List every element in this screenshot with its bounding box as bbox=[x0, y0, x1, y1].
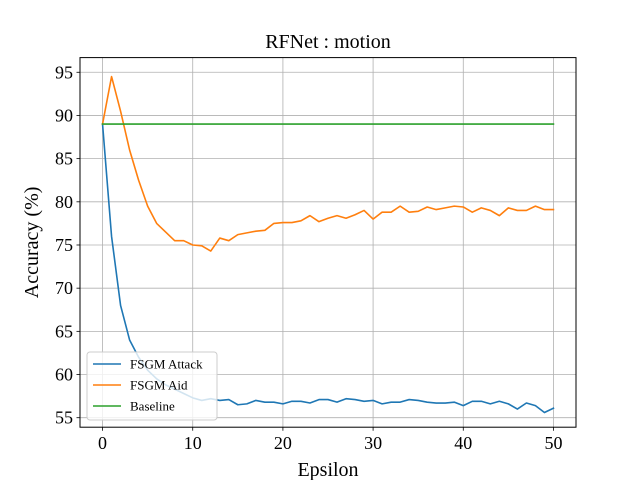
y-tick-label: 55 bbox=[55, 408, 73, 428]
x-tick-label: 0 bbox=[98, 433, 107, 453]
x-tick-label: 50 bbox=[544, 433, 562, 453]
y-tick-label: 85 bbox=[55, 149, 73, 169]
x-axis-title: Epsilon bbox=[297, 459, 358, 480]
legend: FSGM Attack FSGM Aid Baseline bbox=[86, 351, 218, 421]
legend-box bbox=[86, 351, 218, 421]
series-line-fsgm-aid bbox=[101, 75, 555, 252]
chart-title: RFNet : motion bbox=[265, 31, 391, 53]
y-tick-label: 65 bbox=[55, 321, 73, 341]
y-axis-title: Accuracy (%) bbox=[21, 187, 43, 299]
plot-area-frame bbox=[79, 57, 577, 428]
x-tick-label: 30 bbox=[364, 433, 382, 453]
y-tick-label: 70 bbox=[55, 278, 73, 298]
legend-label-baseline: Baseline bbox=[130, 399, 175, 414]
x-tick-label: 40 bbox=[454, 433, 472, 453]
legend-label-fsgm-aid: FSGM Aid bbox=[130, 378, 188, 393]
x-tick-label: 20 bbox=[274, 433, 292, 453]
y-tick-label: 95 bbox=[55, 62, 73, 82]
y-tick-label: 60 bbox=[55, 365, 73, 385]
grid-lines bbox=[80, 57, 576, 428]
y-tick-label: 80 bbox=[55, 192, 73, 212]
y-tick-label: 90 bbox=[55, 105, 73, 125]
axis-ticks: 0 10 20 30 40 50 55 60 65 70 75 80 85 90 95 bbox=[55, 62, 562, 453]
legend-label-fsgm-attack: FSGM Attack bbox=[130, 357, 203, 372]
y-tick-label: 75 bbox=[55, 235, 73, 255]
x-tick-label: 10 bbox=[184, 433, 202, 453]
